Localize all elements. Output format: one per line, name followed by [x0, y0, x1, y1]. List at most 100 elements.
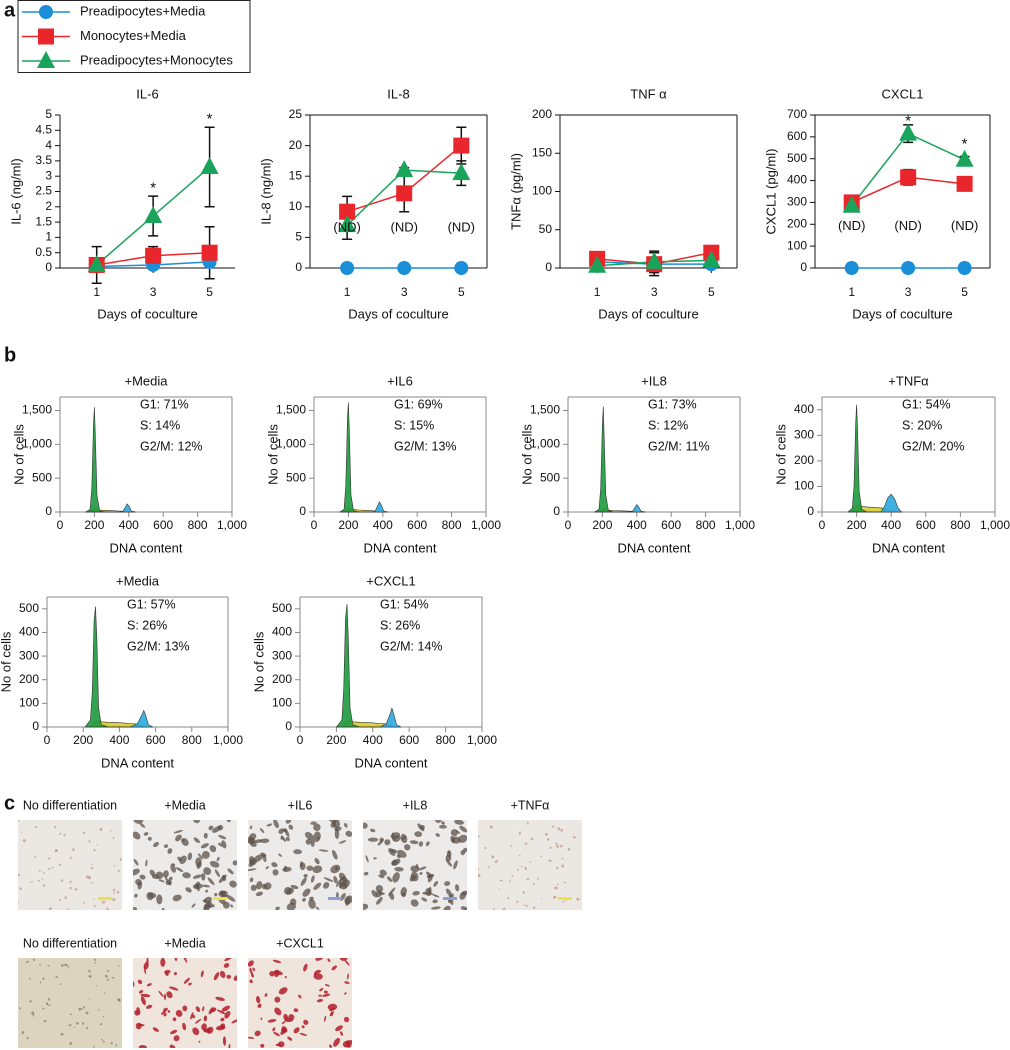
y-tick-label: 5	[295, 230, 302, 244]
cell	[317, 836, 320, 840]
y-tick-label: 200	[272, 672, 292, 686]
cell	[435, 833, 440, 837]
cell	[252, 967, 256, 971]
cell	[18, 820, 20, 822]
cell	[386, 876, 393, 882]
cell	[187, 852, 193, 861]
image-label: +Media	[164, 936, 205, 950]
cell	[425, 841, 430, 847]
cell	[418, 841, 424, 847]
cell	[55, 975, 59, 979]
cell	[218, 874, 227, 883]
micrograph	[133, 820, 237, 910]
cell	[172, 1017, 177, 1022]
marker	[844, 261, 859, 275]
cell	[271, 862, 278, 868]
cell	[100, 1039, 103, 1041]
cell	[260, 1017, 263, 1021]
cell	[390, 849, 398, 854]
x-tick-label: 3	[651, 285, 658, 299]
cell	[278, 853, 282, 857]
stat-label: G1: 57%	[127, 597, 176, 611]
y-tick-label: 0	[285, 719, 292, 733]
cell	[259, 828, 265, 834]
cell	[384, 839, 391, 846]
cell	[315, 958, 324, 961]
cell	[158, 879, 165, 883]
histogram-area	[338, 402, 388, 513]
cell	[38, 869, 41, 872]
marker	[87, 254, 106, 272]
x-tick-label: 600	[916, 518, 936, 532]
cell	[552, 825, 555, 829]
cell	[445, 888, 453, 897]
cell	[299, 862, 306, 871]
cell	[21, 831, 23, 833]
marker	[338, 215, 357, 233]
legend-label: Monocytes+Media	[80, 28, 187, 43]
y-tick-label: 500	[787, 151, 807, 165]
y-axis-label: No of cells	[265, 424, 280, 485]
cell	[278, 1041, 285, 1048]
cell	[248, 1036, 255, 1039]
cell	[256, 881, 263, 890]
image-label: +IL6	[288, 798, 313, 812]
x-axis-label: DNA content	[364, 540, 437, 555]
cell	[99, 1023, 103, 1026]
cell	[200, 970, 204, 978]
cell	[221, 840, 227, 849]
x-tick-label: 5	[206, 285, 213, 299]
cell	[93, 849, 96, 852]
cell	[34, 826, 37, 828]
cell	[273, 820, 279, 829]
x-tick-label: 1,000	[467, 733, 497, 747]
cell	[179, 855, 187, 864]
cell	[43, 1019, 47, 1023]
cell	[106, 907, 109, 910]
cell	[526, 821, 529, 825]
cell	[160, 958, 166, 967]
annotation: *	[207, 111, 213, 128]
panel-label: c	[4, 792, 15, 814]
micrograph	[248, 820, 352, 910]
cell	[373, 857, 377, 860]
cell	[233, 975, 237, 981]
cell	[89, 998, 91, 1000]
cell	[48, 997, 51, 1001]
cell	[167, 1010, 171, 1013]
annotation: *	[962, 135, 968, 152]
y-axis-label: No of cells	[519, 424, 534, 485]
x-tick-label: 0	[57, 518, 64, 532]
cell	[318, 849, 329, 852]
cell	[391, 858, 401, 866]
cell	[249, 825, 253, 830]
cell	[101, 901, 106, 904]
x-axis-label: DNA content	[110, 540, 183, 555]
cell	[450, 835, 456, 844]
cell	[303, 874, 308, 878]
cell	[167, 848, 173, 854]
cell	[217, 824, 224, 831]
cell	[231, 1019, 237, 1024]
y-tick-label: 3	[45, 168, 52, 182]
cell	[344, 822, 348, 828]
cell	[21, 1031, 25, 1035]
cell	[444, 881, 451, 886]
cell	[313, 882, 322, 890]
stat-label: G1: 71%	[140, 397, 189, 411]
cell	[38, 879, 40, 882]
cell	[183, 958, 188, 963]
cell	[548, 859, 552, 862]
x-axis-label: DNA content	[618, 540, 691, 555]
cell	[312, 865, 323, 874]
marker	[454, 261, 469, 275]
cell	[158, 990, 164, 998]
cell	[88, 839, 91, 843]
x-tick-label: 5	[961, 285, 968, 299]
cell	[403, 844, 411, 851]
marker	[899, 123, 918, 141]
chart-title: TNF α	[630, 86, 667, 101]
marker	[395, 160, 414, 178]
cell	[478, 867, 479, 871]
cell	[333, 875, 338, 884]
